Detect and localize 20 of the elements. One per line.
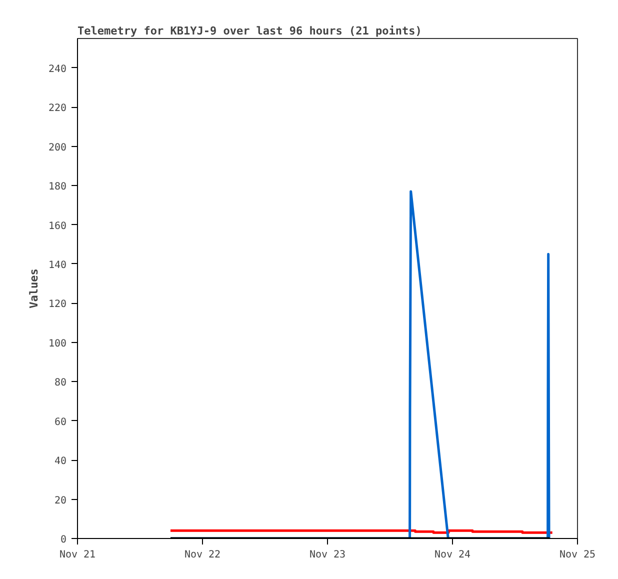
y-tick-label: 160 <box>48 220 66 232</box>
y-tick-label: 140 <box>48 260 66 271</box>
y-axis-title: Values <box>27 268 40 308</box>
y-tick-label: 80 <box>54 378 67 389</box>
y-tick-label: 220 <box>48 103 66 114</box>
y-tick-label: 240 <box>48 64 66 75</box>
y-tick-label: 180 <box>48 182 66 193</box>
y-tick-label: 40 <box>54 456 67 468</box>
chart-title: Telemetry for KB1YJ-9 over last 96 hours (21 points) <box>78 24 422 38</box>
y-tick-label: 120 <box>48 299 66 310</box>
y-tick-label: 200 <box>48 142 66 154</box>
x-tick-label: Nov 24 <box>434 550 471 560</box>
y-tick-label: 100 <box>48 338 66 350</box>
y-tick-label: 20 <box>54 495 67 506</box>
y-tick-label: 0 <box>60 534 67 546</box>
x-tick-label: Nov 25 <box>559 550 596 560</box>
x-tick-label: Nov 21 <box>59 550 96 560</box>
y-tick-label: 60 <box>54 416 67 428</box>
x-tick-label: Nov 23 <box>309 550 346 560</box>
x-tick-label: Nov 22 <box>184 550 221 560</box>
